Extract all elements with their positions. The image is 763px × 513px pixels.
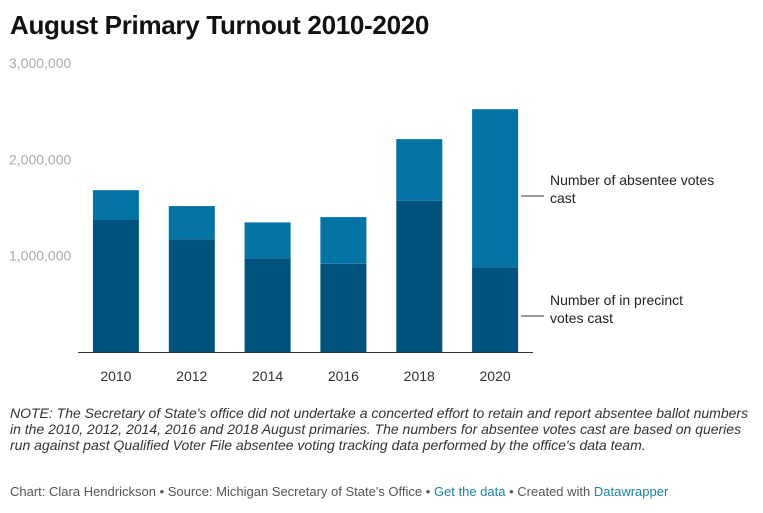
bar-in-precinct-2018 bbox=[396, 200, 443, 352]
x-tick-label: 2014 bbox=[252, 368, 283, 384]
bar-in-precinct-2020 bbox=[472, 267, 519, 352]
chart-note: NOTE: The Secretary of State's office di… bbox=[10, 405, 749, 453]
footer-separator: • bbox=[505, 484, 518, 499]
bar-absentee-2012 bbox=[168, 206, 215, 240]
bar-absentee-2018 bbox=[396, 139, 443, 201]
series-label-line: Number of absentee votes bbox=[550, 172, 714, 188]
bar-absentee-2014 bbox=[244, 222, 291, 259]
bar-in-precinct-2016 bbox=[320, 263, 367, 352]
chart-title: August Primary Turnout 2010-2020 bbox=[10, 10, 430, 40]
footer-source: Source: Michigan Secretary of State's Of… bbox=[167, 484, 423, 499]
series-label-line: cast bbox=[550, 190, 576, 206]
y-tick-label: 2,000,000 bbox=[9, 151, 71, 167]
x-tick-label: 2016 bbox=[328, 368, 359, 384]
series-label-absentee: Number of absentee votes cast bbox=[550, 172, 714, 206]
bar-absentee-2016 bbox=[320, 217, 367, 264]
bar-in-precinct-2014 bbox=[244, 258, 291, 352]
bar-in-precinct-2010 bbox=[92, 220, 139, 352]
x-axis-labels: 2010 2012 2014 2016 2018 2020 bbox=[100, 368, 511, 384]
x-tick-label: 2018 bbox=[404, 368, 435, 384]
chart-footer: Chart: Clara Hendrickson • Source: Michi… bbox=[10, 484, 668, 499]
bar-absentee-2010 bbox=[92, 190, 139, 221]
footer-byline: Chart: Clara Hendrickson bbox=[10, 484, 156, 499]
y-axis-ticks: 1,000,000 2,000,000 3,000,000 bbox=[9, 55, 71, 264]
footer-separator: • bbox=[155, 484, 168, 499]
datawrapper-link[interactable]: Datawrapper bbox=[593, 484, 669, 499]
series-labels: Number of absentee votes cast Number of in… bbox=[521, 172, 714, 326]
x-tick-label: 2012 bbox=[176, 368, 207, 384]
series-label-line: votes cast bbox=[550, 310, 613, 326]
x-tick-label: 2010 bbox=[100, 368, 131, 384]
x-tick-label: 2020 bbox=[480, 368, 511, 384]
get-the-data-link[interactable]: Get the data bbox=[433, 484, 506, 499]
footer-created-with: Created with bbox=[517, 484, 594, 499]
y-tick-label: 3,000,000 bbox=[9, 55, 71, 71]
series-label-in-precinct: Number of in precinct votes cast bbox=[550, 292, 683, 326]
footer-separator: • bbox=[422, 484, 434, 499]
series-label-line: Number of in precinct bbox=[550, 292, 683, 308]
stacked-bar-chart: 1,000,000 2,000,000 3,000,000 2010 2012 2014… bbox=[9, 55, 714, 384]
bar-in-precinct-2012 bbox=[168, 239, 215, 352]
bars bbox=[92, 109, 519, 352]
bar-absentee-2020 bbox=[472, 109, 519, 268]
y-tick-label: 1,000,000 bbox=[9, 248, 71, 264]
